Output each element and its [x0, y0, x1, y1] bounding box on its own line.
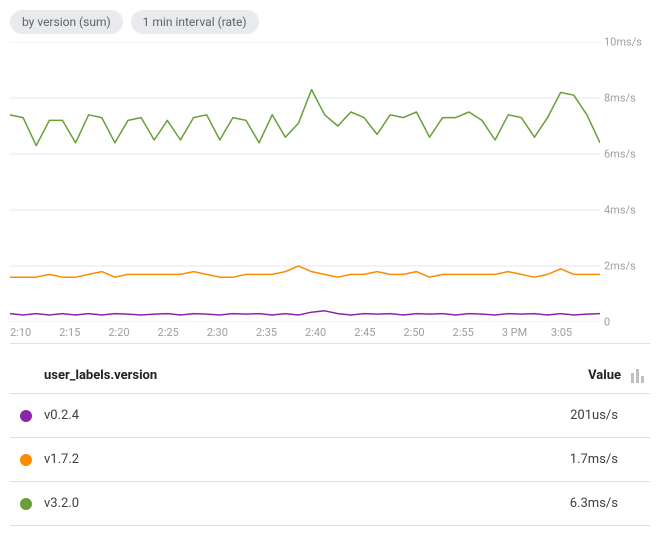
legend-value-label: Value [588, 368, 621, 383]
x-tick: 2:40 [305, 326, 354, 339]
chip-aggregation[interactable]: by version (sum) [10, 10, 123, 34]
y-tick: 2ms/s [604, 260, 636, 273]
series-label: v3.2.0 [44, 496, 570, 511]
legend-header: user_labels.version Value [10, 368, 650, 394]
x-tick: 2:45 [354, 326, 403, 339]
legend-table: user_labels.version Value v0.2.4201us/sv… [10, 368, 650, 526]
bars-icon[interactable] [631, 369, 644, 383]
x-tick: 2:50 [403, 326, 452, 339]
y-tick: 8ms/s [604, 92, 636, 105]
x-tick: 3 PM [502, 326, 551, 339]
legend-row[interactable]: v0.2.4201us/s [10, 394, 650, 438]
series-swatch [20, 498, 32, 510]
line-chart: 10ms/s8ms/s6ms/s4ms/s2ms/s0 2:102:152:20… [10, 42, 650, 344]
series-line-v0.2.4 [10, 311, 600, 315]
series-label: v0.2.4 [44, 408, 570, 423]
series-value: 6.3ms/s [570, 496, 618, 511]
series-value: 201us/s [570, 408, 618, 423]
x-tick: 3:05 [551, 326, 600, 339]
series-label: v1.7.2 [44, 452, 570, 467]
x-tick: 2:55 [453, 326, 502, 339]
legend-rows: v0.2.4201us/sv1.7.21.7ms/sv3.2.06.3ms/s [10, 394, 650, 526]
x-tick: 2:25 [158, 326, 207, 339]
x-tick: 2:20 [108, 326, 157, 339]
series-swatch [20, 410, 32, 422]
chart-plot-area [10, 42, 600, 322]
y-tick: 4ms/s [604, 204, 636, 217]
y-axis-ticks: 10ms/s8ms/s6ms/s4ms/s2ms/s0 [600, 42, 650, 322]
chart-svg [10, 42, 600, 322]
filter-chips: by version (sum) 1 min interval (rate) [10, 10, 650, 34]
y-tick: 6ms/s [604, 148, 636, 161]
x-tick: 2:10 [10, 326, 59, 339]
x-tick: 2:30 [207, 326, 256, 339]
x-axis-ticks: 2:102:152:202:252:302:352:402:452:502:55… [10, 322, 600, 339]
series-swatch [20, 454, 32, 466]
y-tick: 0 [604, 316, 610, 329]
series-value: 1.7ms/s [570, 452, 618, 467]
legend-row[interactable]: v3.2.06.3ms/s [10, 482, 650, 526]
chip-interval[interactable]: 1 min interval (rate) [131, 10, 259, 34]
y-tick: 10ms/s [604, 36, 642, 49]
x-tick: 2:35 [256, 326, 305, 339]
x-tick: 2:15 [59, 326, 108, 339]
legend-group-label: user_labels.version [44, 368, 157, 383]
series-line-v1.7.2 [10, 266, 600, 277]
legend-row[interactable]: v1.7.21.7ms/s [10, 438, 650, 482]
